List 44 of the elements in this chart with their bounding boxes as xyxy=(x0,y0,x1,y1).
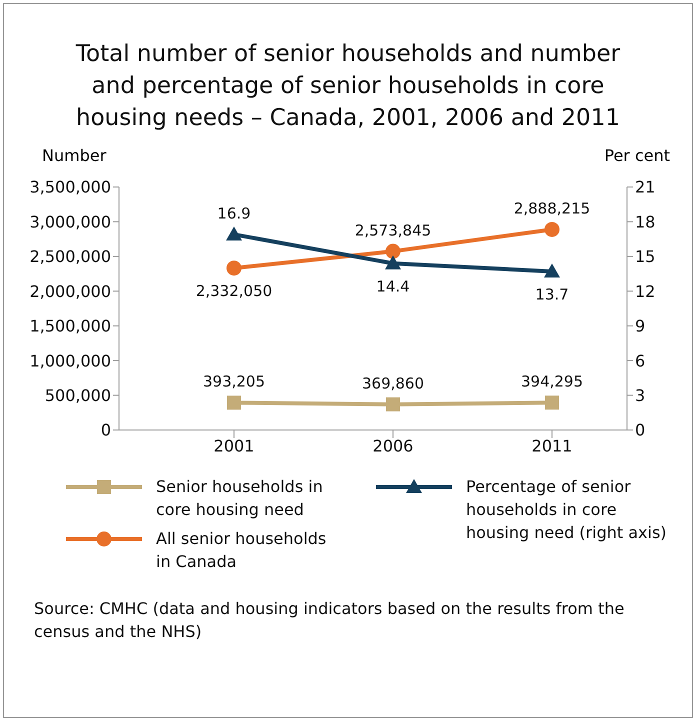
y2-tick-label: 9 xyxy=(635,316,646,336)
y2-axis-title: Per cent xyxy=(604,146,670,165)
y-tick-label: 3,000,000 xyxy=(30,212,111,232)
legend-label: Percentage of senior households in core housing need (right axis) xyxy=(466,476,668,544)
data-label: 369,860 xyxy=(362,374,424,392)
data-label: 393,205 xyxy=(202,372,266,391)
y2-tick-label: 3 xyxy=(635,386,646,405)
y-tick-label: 0 xyxy=(100,420,111,440)
point xyxy=(226,226,242,240)
x-tick-label: 2001 xyxy=(214,436,254,456)
data-label: 13.7 xyxy=(535,285,569,304)
y-tick-label: 3,500,000 xyxy=(30,178,111,197)
y-tick-label: 1,000,000 xyxy=(30,351,111,370)
point xyxy=(386,244,400,259)
data-label: 14.4 xyxy=(376,277,410,296)
source-note: Source: CMHC (data and housing indicators based on the results from the census and the NHS) xyxy=(34,598,626,643)
y2-tick-label: 0 xyxy=(635,420,646,440)
point xyxy=(545,396,559,410)
legend-label: All senior households in Canada xyxy=(156,528,328,573)
point xyxy=(226,260,242,276)
y2-tick-label: 6 xyxy=(635,351,646,370)
point xyxy=(544,222,560,237)
data-label: 2,888,215 xyxy=(514,199,590,218)
point xyxy=(227,396,241,410)
data-label: 2,332,050 xyxy=(196,282,272,300)
chart-title: Total number of senior households and number and percentage of senior households in core housing needs – Canada, 2001, 2006 and 2011 xyxy=(74,40,622,133)
legend-label: Senior households in core housing need xyxy=(156,476,324,521)
point xyxy=(544,263,560,278)
y-tick-label: 1,500,000 xyxy=(30,316,111,336)
y-tick-label: 2,500,000 xyxy=(30,247,111,266)
x-tick-label: 2011 xyxy=(532,436,572,456)
point xyxy=(385,255,401,270)
y-tick-label: 500,000 xyxy=(44,386,111,405)
y2-tick-label: 18 xyxy=(635,212,656,232)
y2-tick-label: 12 xyxy=(635,282,656,301)
data-label: 394,295 xyxy=(520,372,584,391)
y-tick-label: 2,000,000 xyxy=(30,282,111,301)
point xyxy=(386,397,400,412)
y2-tick-label: 21 xyxy=(635,178,656,197)
data-label: 2,573,845 xyxy=(354,221,432,240)
data-label: 16.9 xyxy=(217,204,251,222)
y2-tick-label: 15 xyxy=(635,247,656,266)
y-axis-title: Number xyxy=(42,146,106,165)
x-tick-label: 2006 xyxy=(372,436,414,456)
